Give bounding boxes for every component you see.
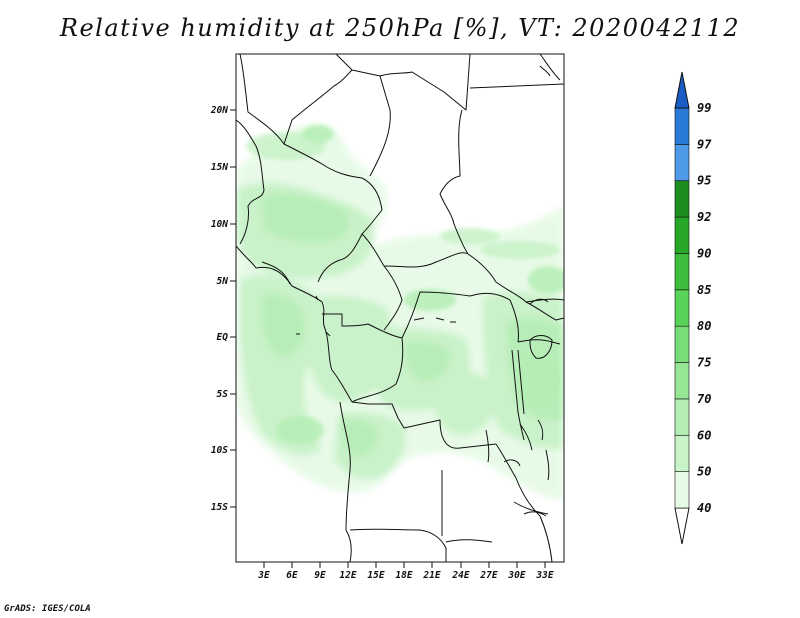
colorbar-segment bbox=[674, 253, 690, 291]
colorbar-label: 95 bbox=[697, 174, 711, 188]
colorbar-segment bbox=[674, 216, 690, 254]
lon-tick-15E: 15E bbox=[367, 570, 384, 581]
colorbar-segment bbox=[674, 289, 690, 327]
colorbar-label: 70 bbox=[697, 392, 711, 406]
lat-tick-10S: 10S bbox=[211, 445, 228, 456]
colorbar-label: 50 bbox=[697, 465, 711, 479]
lon-tick-33E: 33E bbox=[535, 570, 553, 581]
colorbar-segment bbox=[674, 180, 690, 218]
colorbar-segment bbox=[674, 107, 690, 145]
lon-tick-6E: 6E bbox=[286, 570, 298, 581]
colorbar-label: 97 bbox=[697, 137, 712, 151]
colorbar-label: 85 bbox=[697, 283, 711, 297]
colorbar-label: 80 bbox=[697, 319, 711, 333]
colorbar-label: 90 bbox=[697, 246, 711, 260]
colorbar-upper-arrow bbox=[674, 71, 690, 109]
colorbar-segment bbox=[674, 398, 690, 436]
country-boundaries bbox=[236, 54, 564, 562]
lat-tick-EQ: EQ bbox=[217, 332, 229, 343]
lakes bbox=[296, 65, 553, 517]
lon-tick-30E: 30E bbox=[507, 570, 525, 581]
lon-tick-12E: 12E bbox=[339, 570, 356, 581]
lat-tick-15S: 15S bbox=[211, 502, 228, 513]
latitude-axis: 20N 15N 10N 5N EQ 5S 10S 15S bbox=[210, 105, 236, 513]
lat-tick-5S: 5S bbox=[217, 389, 229, 400]
map-title: Relative humidity at 250hPa [%], VT: 202… bbox=[59, 14, 741, 42]
colorbar-label: 99 bbox=[697, 101, 711, 115]
lon-tick-24E: 24E bbox=[451, 570, 469, 581]
colorbar-label: 75 bbox=[697, 356, 711, 370]
colorbar-label: 92 bbox=[697, 210, 711, 224]
lat-tick-10N: 10N bbox=[211, 219, 228, 230]
lon-tick-3E: 3E bbox=[257, 570, 270, 581]
colorbar-segment bbox=[674, 362, 690, 400]
lat-tick-15N: 15N bbox=[211, 162, 228, 173]
colorbar-segment bbox=[674, 325, 690, 363]
lon-tick-27E: 27E bbox=[479, 570, 497, 581]
colorbar-label: 60 bbox=[697, 428, 711, 442]
colorbar-label: 40 bbox=[697, 501, 711, 515]
colorbar-segment bbox=[674, 434, 690, 472]
colorbar-lower-arrow bbox=[674, 507, 690, 545]
colorbar-segment bbox=[674, 144, 690, 182]
lon-tick-9E: 9E bbox=[314, 570, 326, 581]
colorbar: 40 50 60 70 75 80 85 90 92 95 97 99 bbox=[674, 71, 712, 545]
lon-tick-18E: 18E bbox=[395, 570, 412, 581]
colorbar-segment bbox=[674, 471, 690, 509]
lon-tick-21E: 21E bbox=[422, 570, 440, 581]
humidity-shading bbox=[236, 124, 564, 501]
footer-credit: GrADS: IGES/COLA bbox=[4, 604, 91, 614]
map-frame bbox=[235, 53, 565, 563]
lat-tick-5N: 5N bbox=[217, 276, 229, 287]
longitude-axis: 3E 6E 9E 12E 15E 18E 21E 24E 27E 30E 33E bbox=[257, 562, 554, 581]
lat-tick-20N: 20N bbox=[210, 105, 228, 116]
